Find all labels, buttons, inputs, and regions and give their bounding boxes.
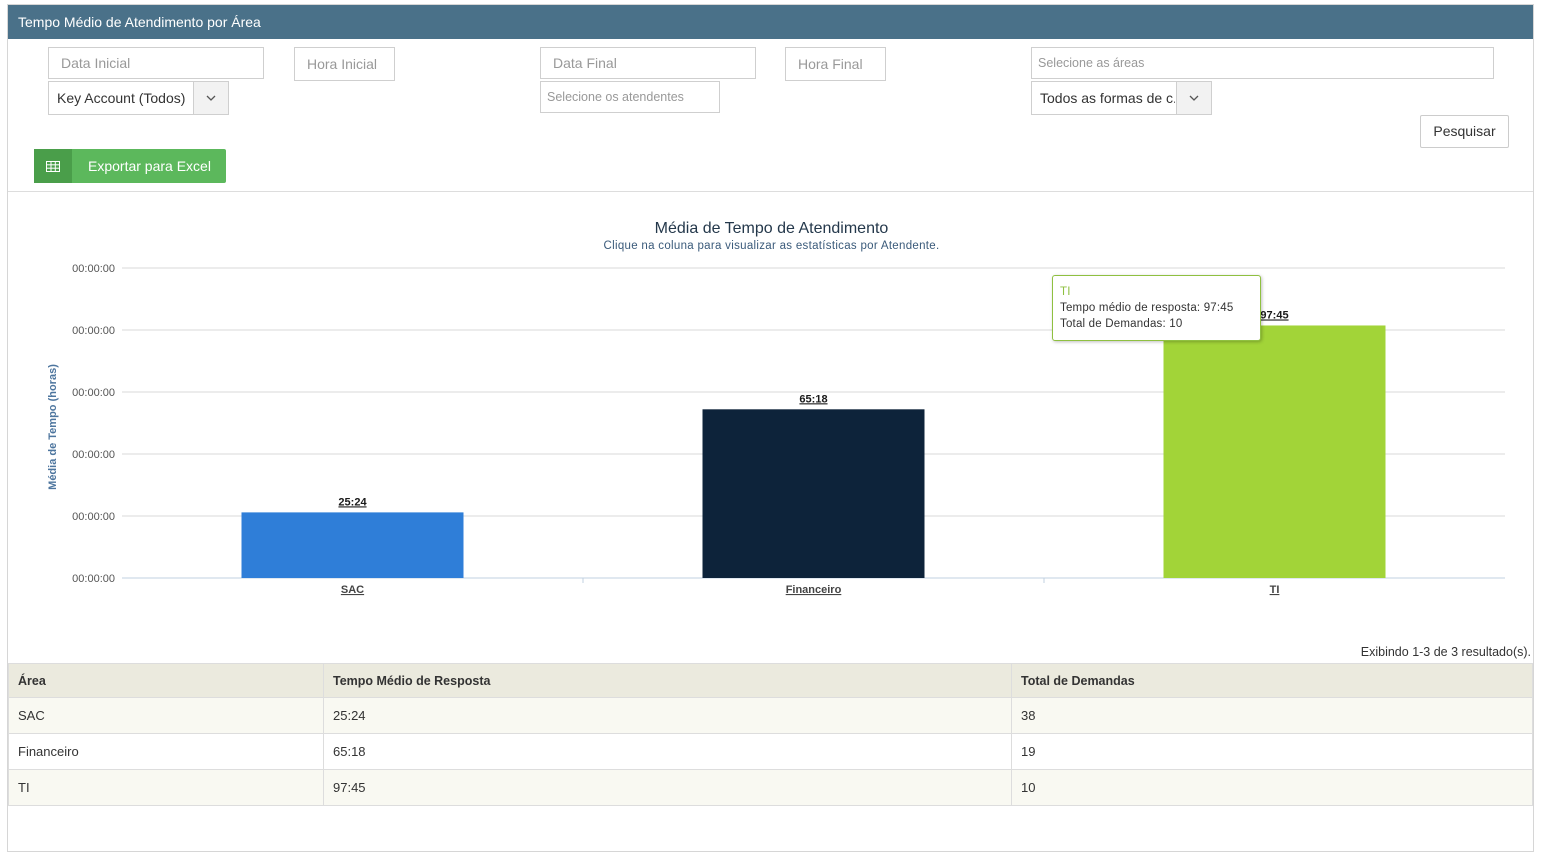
x-tick-label: TI <box>1270 584 1280 596</box>
table-row: SAC 25:24 38 <box>8 697 1533 734</box>
formas-contato-value: Todos as formas de c... <box>1040 90 1175 106</box>
report-panel: Tempo Médio de Atendimento por Área Data… <box>7 4 1534 852</box>
data-label: 25:24 <box>338 496 367 508</box>
data-final-input[interactable]: Data Final <box>540 47 756 79</box>
table-row: TI 97:45 10 <box>8 769 1533 806</box>
cell-tempo: 65:18 <box>323 733 1012 770</box>
tooltip-line-tempo: Tempo médio de resposta: 97:45 <box>1060 302 1234 314</box>
cell-area: SAC <box>8 697 324 734</box>
chart-tooltip: TI Tempo médio de resposta: 97:45 Total … <box>1052 275 1261 341</box>
table-icon <box>34 149 72 183</box>
chart-title: Média de Tempo de Atendimento <box>654 220 889 237</box>
pesquisar-button[interactable]: Pesquisar <box>1420 115 1509 148</box>
x-tick-label: SAC <box>341 584 364 596</box>
y-axis-title: Média de Tempo (horas) <box>47 364 59 490</box>
data-inicial-input[interactable]: Data Inicial <box>48 47 264 79</box>
export-excel-button[interactable]: Exportar para Excel <box>34 149 226 183</box>
formas-contato-select[interactable]: Todos as formas de c... <box>1031 81 1212 115</box>
key-account-select[interactable]: Key Account (Todos) <box>48 81 229 115</box>
column-header-tempo[interactable]: Tempo Médio de Resposta <box>323 663 1012 698</box>
chevron-down-icon[interactable] <box>193 82 228 114</box>
hora-inicial-input[interactable]: Hora Inicial <box>294 47 395 81</box>
table-row: Financeiro 65:18 19 <box>8 733 1533 770</box>
y-tick-label: 00:00:00 <box>72 449 115 461</box>
y-tick-label: 00:00:00 <box>72 511 115 523</box>
data-label: 97:45 <box>1260 309 1288 321</box>
tooltip-title: TI <box>1060 286 1071 298</box>
divider <box>8 191 1533 192</box>
hora-final-input[interactable]: Hora Final <box>785 47 886 81</box>
cell-area: Financeiro <box>8 733 324 770</box>
export-excel-label: Exportar para Excel <box>88 158 211 174</box>
areas-select[interactable]: Selecione as áreas <box>1031 47 1494 79</box>
y-tick-label: 00:00:00 <box>72 573 115 585</box>
x-tick-label: Financeiro <box>786 584 842 596</box>
cell-tempo: 25:24 <box>323 697 1012 734</box>
column-header-demandas[interactable]: Total de Demandas <box>1011 663 1533 698</box>
y-tick-label: 00:00:00 <box>72 387 115 399</box>
chevron-down-icon[interactable] <box>1176 82 1211 114</box>
data-label: 65:18 <box>799 393 827 405</box>
column-header-area[interactable]: Área <box>8 663 324 698</box>
cell-area: TI <box>8 769 324 806</box>
y-tick-label: 00:00:00 <box>72 263 115 275</box>
cell-tempo: 97:45 <box>323 769 1012 806</box>
cell-demandas: 38 <box>1011 697 1533 734</box>
bar-ti <box>1163 325 1386 578</box>
cell-demandas: 10 <box>1011 769 1533 806</box>
tooltip-line-demandas: Total de Demandas: 10 <box>1060 318 1183 330</box>
key-account-value: Key Account (Todos) <box>57 90 186 106</box>
table-header-row: Área Tempo Médio de Resposta Total de De… <box>8 663 1533 698</box>
panel-title: Tempo Médio de Atendimento por Área <box>8 5 1533 39</box>
results-count: Exibindo 1-3 de 3 resultado(s). <box>1360 645 1531 659</box>
chart-subtitle: Clique na coluna para visualizar as esta… <box>603 240 940 252</box>
cell-demandas: 19 <box>1011 733 1533 770</box>
bar-chart: 00:00:00 00:00:00 00:00:00 00:00:00 00:00:00… <box>47 263 1505 596</box>
bar-financeiro <box>702 409 925 578</box>
atendentes-select[interactable]: Selecione os atendentes <box>540 81 720 113</box>
results-table: Área Tempo Médio de Resposta Total de De… <box>8 663 1533 806</box>
y-tick-label: 00:00:00 <box>72 325 115 337</box>
bar-sac <box>241 512 464 578</box>
